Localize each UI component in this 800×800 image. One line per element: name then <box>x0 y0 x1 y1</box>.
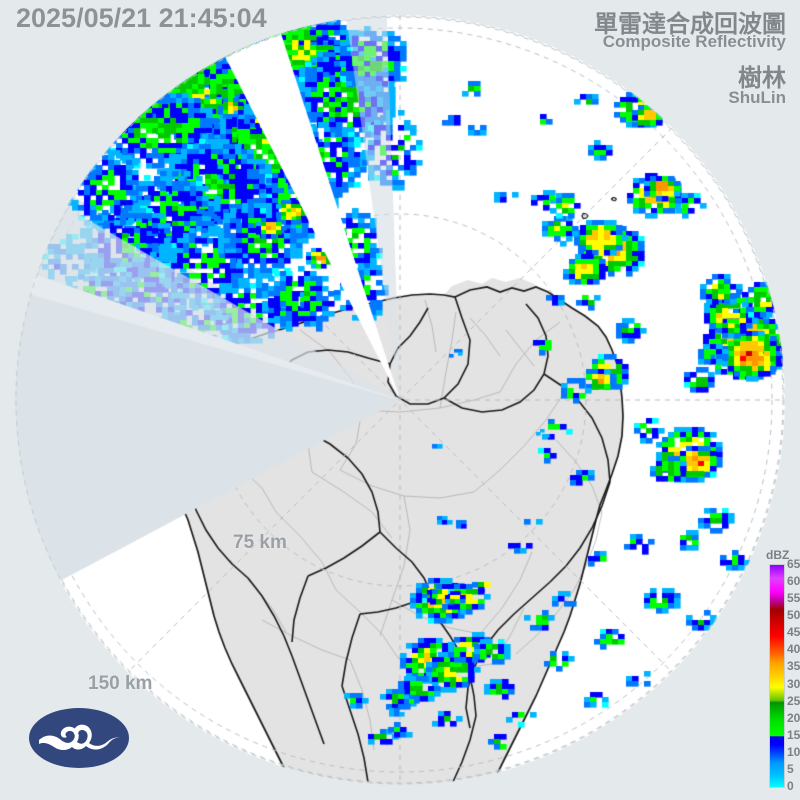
product-title-english: Composite Reflectivity <box>602 32 786 51</box>
range-ring-label-150km: 150 km <box>88 673 153 694</box>
legend-tick-15: 15 <box>787 727 800 742</box>
legend-tick-45: 45 <box>787 625 800 640</box>
legend-tick-55: 55 <box>787 591 800 606</box>
legend-tick-35: 35 <box>787 659 800 674</box>
legend-tick-10: 10 <box>787 744 800 759</box>
legend-title: dBZ <box>766 548 790 562</box>
range-ring-label-75km: 75 km <box>233 532 287 553</box>
legend-color-bar <box>769 564 785 788</box>
station-name-chinese: 樹林 <box>738 65 786 92</box>
legend-tick-20: 20 <box>787 710 800 725</box>
legend-tick-65: 65 <box>787 557 800 571</box>
legend-tick-5: 5 <box>787 761 794 776</box>
timestamp-label: 2025/05/21 21:45:04 <box>16 3 267 33</box>
product-title-chinese: 單雷達合成回波圖 <box>594 11 786 38</box>
legend-tick-25: 25 <box>787 693 800 708</box>
legend-tick-50: 50 <box>787 608 800 623</box>
legend-tick-60: 60 <box>787 574 800 589</box>
legend-tick-0: 0 <box>787 779 794 793</box>
station-name-english: ShuLin <box>728 88 786 107</box>
legend-tick-40: 40 <box>787 642 800 657</box>
legend-tick-30: 30 <box>787 676 800 691</box>
cwa-logo[interactable] <box>27 706 131 770</box>
dbz-color-legend: dBZ 65 60 55 50 45 40 35 30 25 20 15 10 5 0 <box>764 548 800 796</box>
